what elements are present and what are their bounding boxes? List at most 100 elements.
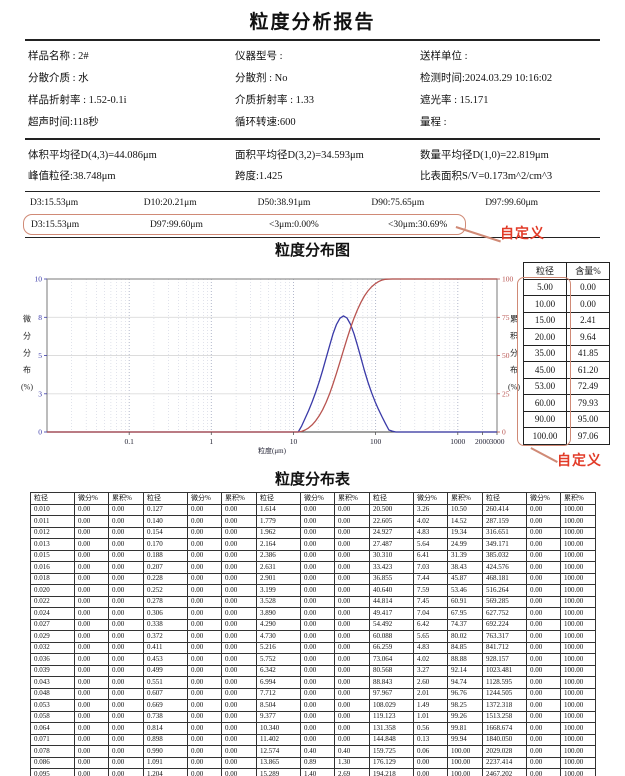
main-table-cell: 0.00: [187, 768, 222, 776]
main-table-cell: 5.64: [413, 538, 448, 551]
main-table-cell: 100.00: [560, 641, 596, 654]
main-table-cell: 0.669: [143, 699, 188, 712]
d-value: D10:20.21μm: [143, 198, 197, 208]
main-table-cell: 1668.674: [482, 722, 527, 735]
main-table-cell: 0.00: [108, 526, 144, 539]
main-table-cell: 0.00: [526, 515, 561, 528]
main-table-cell: 0.058: [30, 710, 75, 723]
main-table-cell: 0.00: [221, 699, 257, 712]
main-table-cell: 0.170: [143, 538, 188, 551]
svg-text:累: 累: [510, 315, 518, 324]
svg-text:(%): (%): [21, 383, 33, 392]
main-table-cell: 88.843: [369, 676, 414, 689]
main-table-cell: 100.00: [560, 549, 596, 562]
svg-text:50: 50: [502, 351, 510, 360]
info-cell: 分散介质 : 水: [28, 73, 89, 84]
main-table-cell: 0.00: [334, 549, 370, 562]
main-table-cell: 100.00: [560, 607, 596, 620]
main-table-cell: 0.00: [526, 687, 561, 700]
main-table-cell: 10.50: [447, 503, 483, 516]
main-table-cell: 31.39: [447, 549, 483, 562]
table-section-title: 粒度分布表: [274, 472, 350, 488]
side-table-header: 含量%: [566, 262, 610, 280]
main-table-row: 0.039 0.00 0.00 0.499 0.00 0.00 6.342 0.00 0.00 8…: [30, 664, 596, 677]
main-table-cell: 2467.202: [482, 768, 527, 776]
svg-text:5: 5: [38, 351, 42, 360]
main-table-cell: 4.83: [413, 641, 448, 654]
main-table-cell: 7.45: [413, 595, 448, 608]
main-table-cell: 569.285: [482, 595, 527, 608]
main-table-cell: 2.01: [413, 687, 448, 700]
main-table-cell: 0.00: [108, 676, 144, 689]
main-table-cell: 0.13: [413, 733, 448, 746]
main-table-cell: 0.00: [300, 584, 335, 597]
main-table-cell: 0.00: [74, 607, 109, 620]
main-table-cell: 3.27: [413, 664, 448, 677]
svg-text:10: 10: [35, 275, 43, 284]
main-table-cell: 692.224: [482, 618, 527, 631]
main-table-cell: 0.00: [526, 503, 561, 516]
main-table-cell: 0.00: [74, 653, 109, 666]
main-table-cell: 194.218: [369, 768, 414, 776]
d-value: D97:99.60μm: [485, 198, 539, 208]
main-table-cell: 0.00: [526, 526, 561, 539]
main-table-cell: 100.00: [560, 538, 596, 551]
main-table-cell: 100.00: [560, 745, 596, 758]
main-table-cell: 0.00: [108, 584, 144, 597]
side-table-row: 60.00 79.93: [523, 394, 610, 412]
main-table-cell: 0.00: [300, 503, 335, 516]
main-table-cell: 0.00: [334, 722, 370, 735]
side-table-cell: 97.06: [566, 427, 610, 445]
main-table-cell: 0.00: [108, 503, 144, 516]
sample-info-grid: 样品名称 : 2# 仪器型号 : 送样单位 : 分散介质 : 水 分散剂 : No 检测时…: [0, 41, 625, 138]
main-table-header: 微分%: [526, 492, 561, 505]
main-table-row: 0.058 0.00 0.00 0.738 0.00 0.00 9.377 0.00 0.00 1…: [30, 710, 596, 723]
main-table-cell: 0.00: [526, 710, 561, 723]
main-table-cell: 0.00: [221, 768, 257, 776]
main-table-cell: 53.46: [447, 584, 483, 597]
main-table-cell: 2237.414: [482, 756, 527, 769]
main-table-cell: 0.00: [334, 584, 370, 597]
main-table-cell: 0.00: [187, 584, 222, 597]
main-table-cell: 0.00: [300, 710, 335, 723]
average-value-cell: 跨度:1.425: [235, 171, 283, 182]
main-table-cell: 0.00: [300, 515, 335, 528]
main-table-cell: 0.00: [526, 595, 561, 608]
main-table-cell: 627.752: [482, 607, 527, 620]
main-table-cell: 0.00: [334, 503, 370, 516]
main-table-cell: 1372.318: [482, 699, 527, 712]
main-table-cell: 0.40: [334, 745, 370, 758]
d-value: D90:75.65μm: [371, 198, 425, 208]
main-table-cell: 0.00: [187, 630, 222, 643]
main-table-cell: 1.30: [334, 756, 370, 769]
main-table-cell: 0.015: [30, 549, 75, 562]
main-table-cell: 0.252: [143, 584, 188, 597]
main-table-cell: 0.00: [334, 676, 370, 689]
main-table-cell: 9.377: [256, 710, 301, 723]
average-value-cell: 面积平均径D(3,2)=34.593μm: [235, 150, 364, 161]
main-table-cell: 60.088: [369, 630, 414, 643]
main-table-cell: 3.199: [256, 584, 301, 597]
main-table-cell: 0.00: [187, 699, 222, 712]
main-table-cell: 0.00: [300, 630, 335, 643]
main-table-cell: 3.26: [413, 503, 448, 516]
d-value: D50:38.91μm: [257, 198, 311, 208]
main-table-cell: 0.00: [108, 745, 144, 758]
main-table-row: 0.029 0.00 0.00 0.372 0.00 0.00 4.730 0.00 0.00 6…: [30, 630, 596, 643]
main-table-cell: 0.00: [108, 618, 144, 631]
main-table-cell: 0.00: [187, 687, 222, 700]
main-table-cell: 36.855: [369, 572, 414, 585]
main-table-cell: 0.00: [526, 664, 561, 677]
main-table-cell: 5.216: [256, 641, 301, 654]
divider: [25, 191, 600, 192]
main-table-cell: 4.730: [256, 630, 301, 643]
main-table-cell: 0.00: [300, 699, 335, 712]
distribution-chart-section: 0.1 1 10 100 1000 2000 3000 粒度(μm) 0 3 5 8 10 0 25 50 75…: [0, 262, 625, 469]
main-table-header: 粒径: [256, 492, 301, 505]
main-table-cell: 30.310: [369, 549, 414, 562]
main-table-row: 0.011 0.00 0.00 0.140 0.00 0.00 1.779 0.00 0.00 2…: [30, 515, 596, 528]
main-table-cell: 12.574: [256, 745, 301, 758]
svg-text:10: 10: [290, 437, 298, 446]
main-table-cell: 0.00: [334, 733, 370, 746]
main-table-cell: 0.00: [187, 745, 222, 758]
